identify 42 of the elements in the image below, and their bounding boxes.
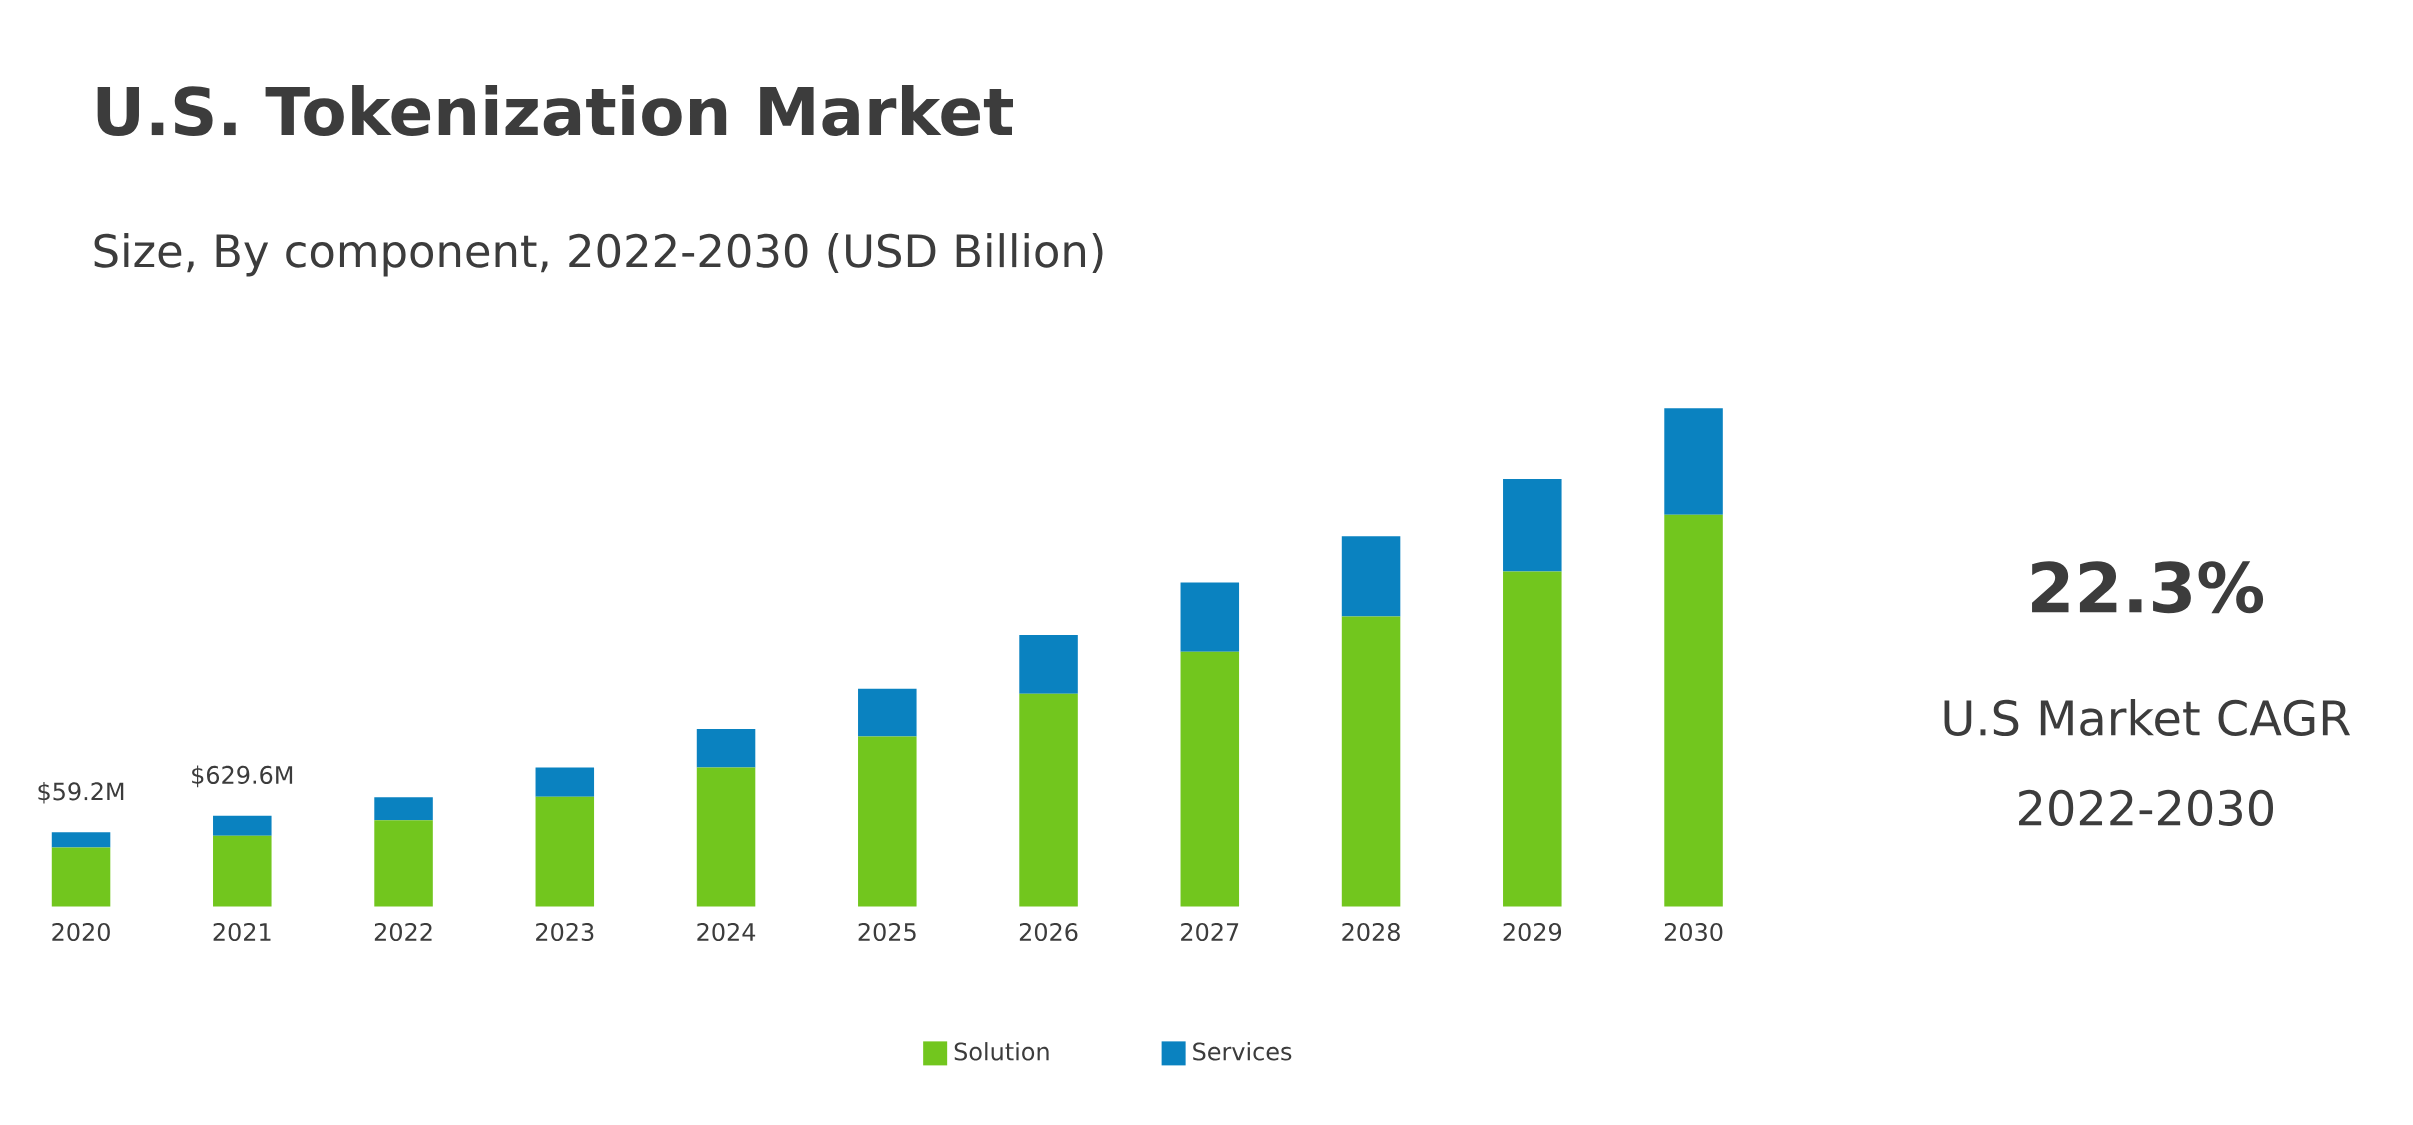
chart-title: U.S. Tokenization Market [97,84,1013,136]
x-tick-label: 2022 [374,922,432,941]
x-tick-label: 2020 [52,922,110,941]
x-tick-label: 2021 [213,922,271,941]
bar [858,688,917,737]
bar [1019,693,1078,907]
bar [374,819,433,907]
legend-label: Solution [954,1041,1049,1061]
bar [213,815,272,836]
bar [1180,582,1240,652]
bar [1341,536,1401,617]
x-tick-label: 2030 [1664,922,1723,941]
text: 2022-2030 [2019,789,2274,826]
annotation: $629.6M [192,765,293,787]
bar [51,847,111,907]
bar [1664,407,1723,515]
bar [1180,651,1240,907]
text: U.S Market CAGR [1944,698,2351,736]
bar [696,728,756,768]
bar [1341,616,1401,907]
bar [1019,634,1078,694]
x-tick-label: 2024 [697,922,756,941]
bar [696,767,756,907]
chart-subtitle: Size, By component, 2022-2030 (USD Billion) [94,232,1103,277]
bar [535,796,595,907]
bar [535,767,595,797]
x-tick-label: 2029 [1503,922,1562,941]
bar [51,831,111,848]
x-tick-label: 2028 [1342,922,1400,941]
bar [374,797,433,820]
bar [213,835,272,907]
x-tick-label: 2026 [1019,922,1078,941]
bar [1503,478,1562,572]
x-tick-label: 2025 [858,922,916,941]
text: 22.3% [2032,560,2264,614]
legend-label: Services [1193,1041,1292,1061]
annotation: $59.2M [38,781,124,804]
bar [858,736,917,907]
x-tick-label: 2027 [1181,922,1239,941]
x-tick-label: 2023 [536,922,594,941]
bar [1664,514,1723,907]
bar [1503,571,1562,907]
